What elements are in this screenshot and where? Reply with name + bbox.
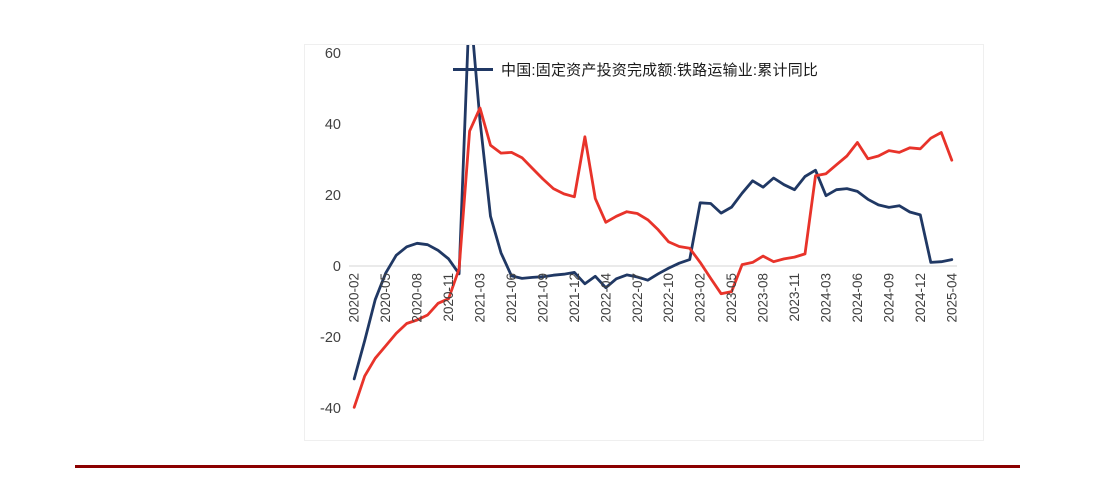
- footer-divider-line: [75, 465, 1020, 468]
- chart-svg: 60 40 20 0 -20 -40 2020-02 2020-05 2020-08 2020-1…: [320, 45, 959, 417]
- x-tick-label: 2025-04: [944, 273, 959, 323]
- x-tick-label: 2024-03: [818, 273, 833, 323]
- x-tick-label: 2021-12: [567, 273, 582, 323]
- legend-label: 中国:固定资产投资完成额:铁路运输业:累计同比: [501, 62, 819, 79]
- x-tick-label: 2024-06: [850, 273, 865, 323]
- series-line-1: [352, 106, 954, 409]
- y-tick-label: -40: [320, 401, 341, 417]
- y-tick-label: 60: [325, 46, 341, 62]
- x-tick-label: 2023-11: [787, 273, 802, 322]
- x-tick-label: 2024-09: [881, 273, 896, 323]
- x-tick-label: 2021-03: [473, 273, 488, 323]
- x-tick-label: 2022-04: [598, 273, 613, 323]
- x-tick-label: 2020-05: [378, 273, 393, 323]
- x-tick-label: 2020-08: [410, 273, 425, 323]
- x-tick-label: 2022-10: [661, 273, 676, 323]
- chart-legend: 中国:固定资产投资完成额:铁路运输业:累计同比: [453, 59, 818, 80]
- series-line-0: [352, 45, 954, 381]
- x-tick-label: 2021-06: [504, 273, 519, 323]
- y-tick-label: 0: [333, 259, 341, 275]
- x-tick-label: 2021-09: [535, 273, 550, 323]
- x-tick-label: 2020-11: [441, 273, 456, 322]
- x-tick-label: 2022-07: [630, 273, 645, 323]
- y-tick-label: 40: [325, 117, 341, 133]
- x-tick-label: 2023-02: [693, 273, 708, 323]
- y-tick-label: -20: [320, 330, 341, 346]
- x-tick-label: 2020-02: [347, 273, 362, 323]
- legend-line-marker: [453, 68, 493, 71]
- x-tick-label: 2023-05: [724, 273, 739, 323]
- chart-area: 60 40 20 0 -20 -40 2020-02 2020-05 2020-08 2020-1…: [304, 44, 984, 441]
- y-tick-label: 20: [325, 188, 341, 204]
- x-tick-label: 2023-08: [756, 273, 771, 323]
- x-tick-label: 2024-12: [913, 273, 928, 323]
